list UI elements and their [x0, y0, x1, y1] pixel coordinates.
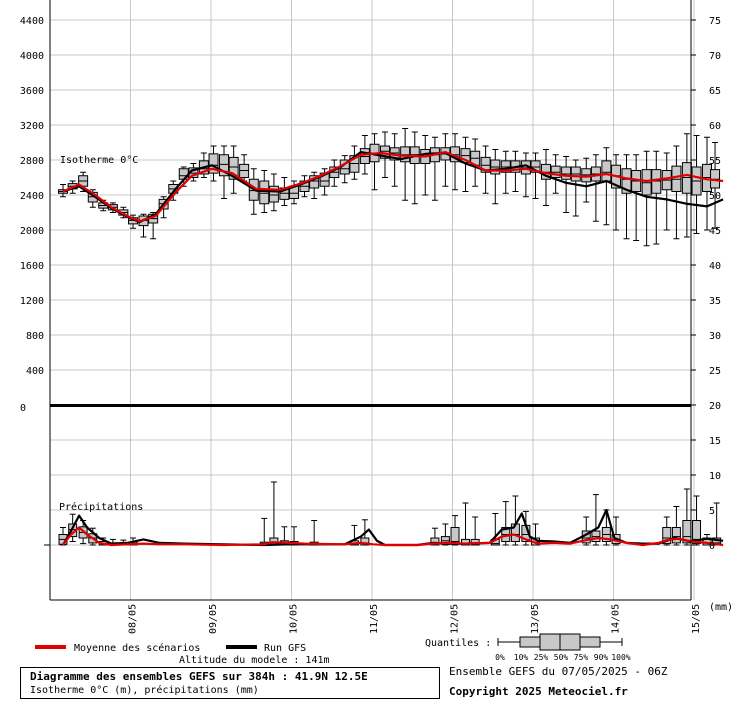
quantile-tick: 90%	[594, 653, 609, 662]
info-box: Diagramme des ensembles GEFS sur 384h : …	[20, 667, 440, 699]
precip-tick-right: 15	[709, 436, 721, 447]
y-tick-right: 70	[709, 51, 721, 62]
y-tick-right: 60	[709, 121, 721, 132]
y-tick-left: 2400	[20, 191, 44, 202]
mean-isotherm-line	[62, 151, 724, 223]
isotherm-panel-title: Isotherme 0°C	[60, 155, 138, 166]
zero-height-label: 0	[20, 403, 26, 414]
x-tick-label: 13/05	[530, 604, 541, 634]
precip-tick-right: 5	[709, 506, 715, 517]
quantile-tick: 100%	[611, 653, 630, 662]
precip-tick-right: 20	[709, 401, 721, 412]
quantile-tick: 25%	[534, 653, 549, 662]
legend-mean-label: Moyenne des scénarios	[74, 642, 200, 654]
y-tick-left: 4400	[20, 16, 44, 27]
x-tick-label: 10/05	[289, 604, 300, 634]
precip-tick-right: 10	[709, 471, 721, 482]
quartile-box	[601, 160, 612, 182]
y-tick-left: 1600	[20, 261, 44, 272]
y-tick-left: 1200	[20, 296, 44, 307]
x-tick-label: 15/05	[691, 604, 702, 634]
copyright: Copyright 2025 Meteociel.fr	[449, 685, 628, 698]
right-unit-label: (mm)	[709, 602, 733, 613]
y-tick-right: 40	[709, 261, 721, 272]
legend-gfs-label: Run GFS	[264, 643, 306, 654]
quartile-box	[268, 185, 279, 203]
y-tick-left: 3200	[20, 121, 44, 132]
quartile-box	[219, 154, 229, 177]
y-tick-right: 25	[709, 366, 721, 377]
quantile-tick: 0%	[495, 653, 505, 662]
quartile-box	[461, 538, 470, 546]
y-tick-left: 400	[26, 366, 44, 377]
quartile-box	[208, 153, 219, 174]
precip-panel-title: Précipitations	[59, 501, 143, 513]
model-altitude: Altitude du modele : 141m	[179, 655, 330, 666]
gfs-precip-line	[62, 508, 724, 547]
mean-precip-line	[62, 526, 724, 547]
x-tick-label: 08/05	[128, 604, 139, 634]
panel-separator	[50, 404, 691, 407]
axis-tick-labels: 4008001200160020002400280032003600400044…	[20, 16, 721, 634]
quantiles-label: Quantiles :	[425, 638, 491, 649]
quartile-box	[561, 166, 572, 180]
precip-tick-right: 0	[709, 541, 715, 552]
precip-lines	[62, 508, 724, 547]
quantile-tick: 10%	[514, 653, 529, 662]
y-tick-right: 55	[709, 156, 721, 167]
quantile-tick: 75%	[574, 653, 589, 662]
quantile-key-glyph	[497, 633, 623, 651]
quartile-box	[692, 520, 702, 545]
y-tick-right: 50	[709, 191, 721, 202]
x-tick-label: 12/05	[450, 604, 461, 634]
isotherm-lines	[62, 151, 724, 224]
y-tick-right: 30	[709, 331, 721, 342]
y-tick-right: 35	[709, 296, 721, 307]
x-tick-label: 14/05	[611, 604, 622, 634]
quantile-tick: 50%	[554, 653, 569, 662]
precip-boxes	[58, 481, 722, 546]
y-tick-left: 800	[26, 331, 44, 342]
quartile-box	[671, 527, 681, 544]
quartile-box	[662, 527, 672, 545]
legend: Moyenne des scénarios Run GFS Quantiles …	[35, 633, 631, 662]
info-subtitle: Isotherme 0°C (m), précipitations (mm)	[30, 685, 259, 696]
quartile-box	[621, 168, 632, 194]
quartile-box	[360, 537, 370, 546]
y-tick-right: 75	[709, 16, 721, 27]
quartile-box	[259, 180, 270, 205]
quartile-box	[430, 537, 440, 546]
y-tick-left: 2000	[20, 226, 44, 237]
info-title: Diagramme des ensembles GEFS sur 384h : …	[30, 670, 368, 683]
y-tick-left: 3600	[20, 86, 44, 97]
y-tick-right: 45	[709, 226, 721, 237]
grid-lines	[50, 0, 695, 600]
y-tick-left: 4000	[20, 51, 44, 62]
run-info: Ensemble GEFS du 07/05/2025 - 06Z	[449, 665, 668, 678]
x-tick-label: 11/05	[369, 604, 380, 634]
quartile-box	[228, 156, 239, 180]
y-tick-left: 2800	[20, 156, 44, 167]
quantile-tick-labels: 0% 10% 25% 50% 75% 90% 100%	[495, 653, 631, 662]
x-tick-label: 09/05	[208, 604, 219, 634]
y-tick-right: 65	[709, 86, 721, 97]
